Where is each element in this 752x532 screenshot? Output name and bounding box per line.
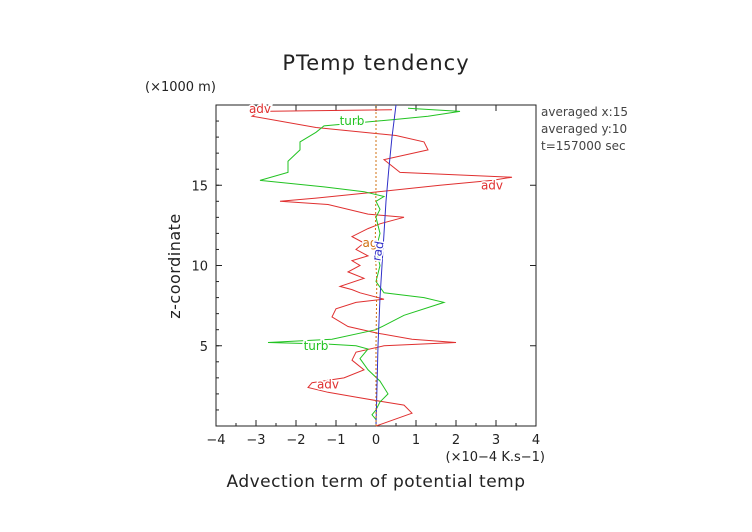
y-tick-label: 10: [191, 260, 208, 275]
x-tick-label: −4: [206, 433, 225, 448]
x-tick-label: −2: [286, 433, 305, 448]
x-tick-label: 2: [452, 433, 460, 448]
x-unit-label: (×10−4 K.s−1): [446, 450, 545, 465]
line-label-adv: adv: [249, 102, 271, 116]
x-axis-title: Advection term of potential temp: [226, 472, 525, 492]
series-layer: [250, 104, 513, 427]
line-label-adv: adv: [317, 377, 339, 391]
series-line-ag: [374, 105, 378, 426]
x-tick-label: −1: [326, 433, 345, 448]
line-label-turb: turb: [304, 339, 329, 353]
series-line-adv: [250, 109, 513, 427]
x-tick-label: 3: [492, 433, 500, 448]
chart-title: PTemp tendency: [282, 51, 469, 75]
x-tick-label: −3: [246, 433, 265, 448]
line-label-rad: rad: [369, 240, 386, 262]
y-axis: 5 10 15: [191, 120, 536, 411]
info-box: averaged x:15 averaged y:10 t=157000 sec: [541, 105, 628, 153]
line-label-adv: adv: [481, 178, 503, 192]
line-label-turb: turb: [340, 114, 365, 128]
info-line-time: t=157000 sec: [541, 139, 626, 153]
y-tick-label: 15: [191, 179, 208, 194]
info-line-y: averaged y:10: [541, 122, 627, 136]
x-tick-label: 4: [532, 433, 540, 448]
x-axis: −4 −3 −2 −1 0 1 2 3 4: [206, 105, 540, 448]
y-unit-label: (×1000 m): [145, 80, 216, 95]
line-label-ag: ag: [363, 236, 378, 250]
x-tick-label: 0: [372, 433, 380, 448]
y-axis-title: z-coordinate: [165, 213, 184, 319]
y-tick-label: 5: [200, 340, 208, 355]
series-line-turb: [259, 107, 461, 426]
x-tick-label: 1: [412, 433, 420, 448]
info-line-x: averaged x:15: [541, 105, 628, 119]
series-line-rad: [375, 104, 397, 427]
